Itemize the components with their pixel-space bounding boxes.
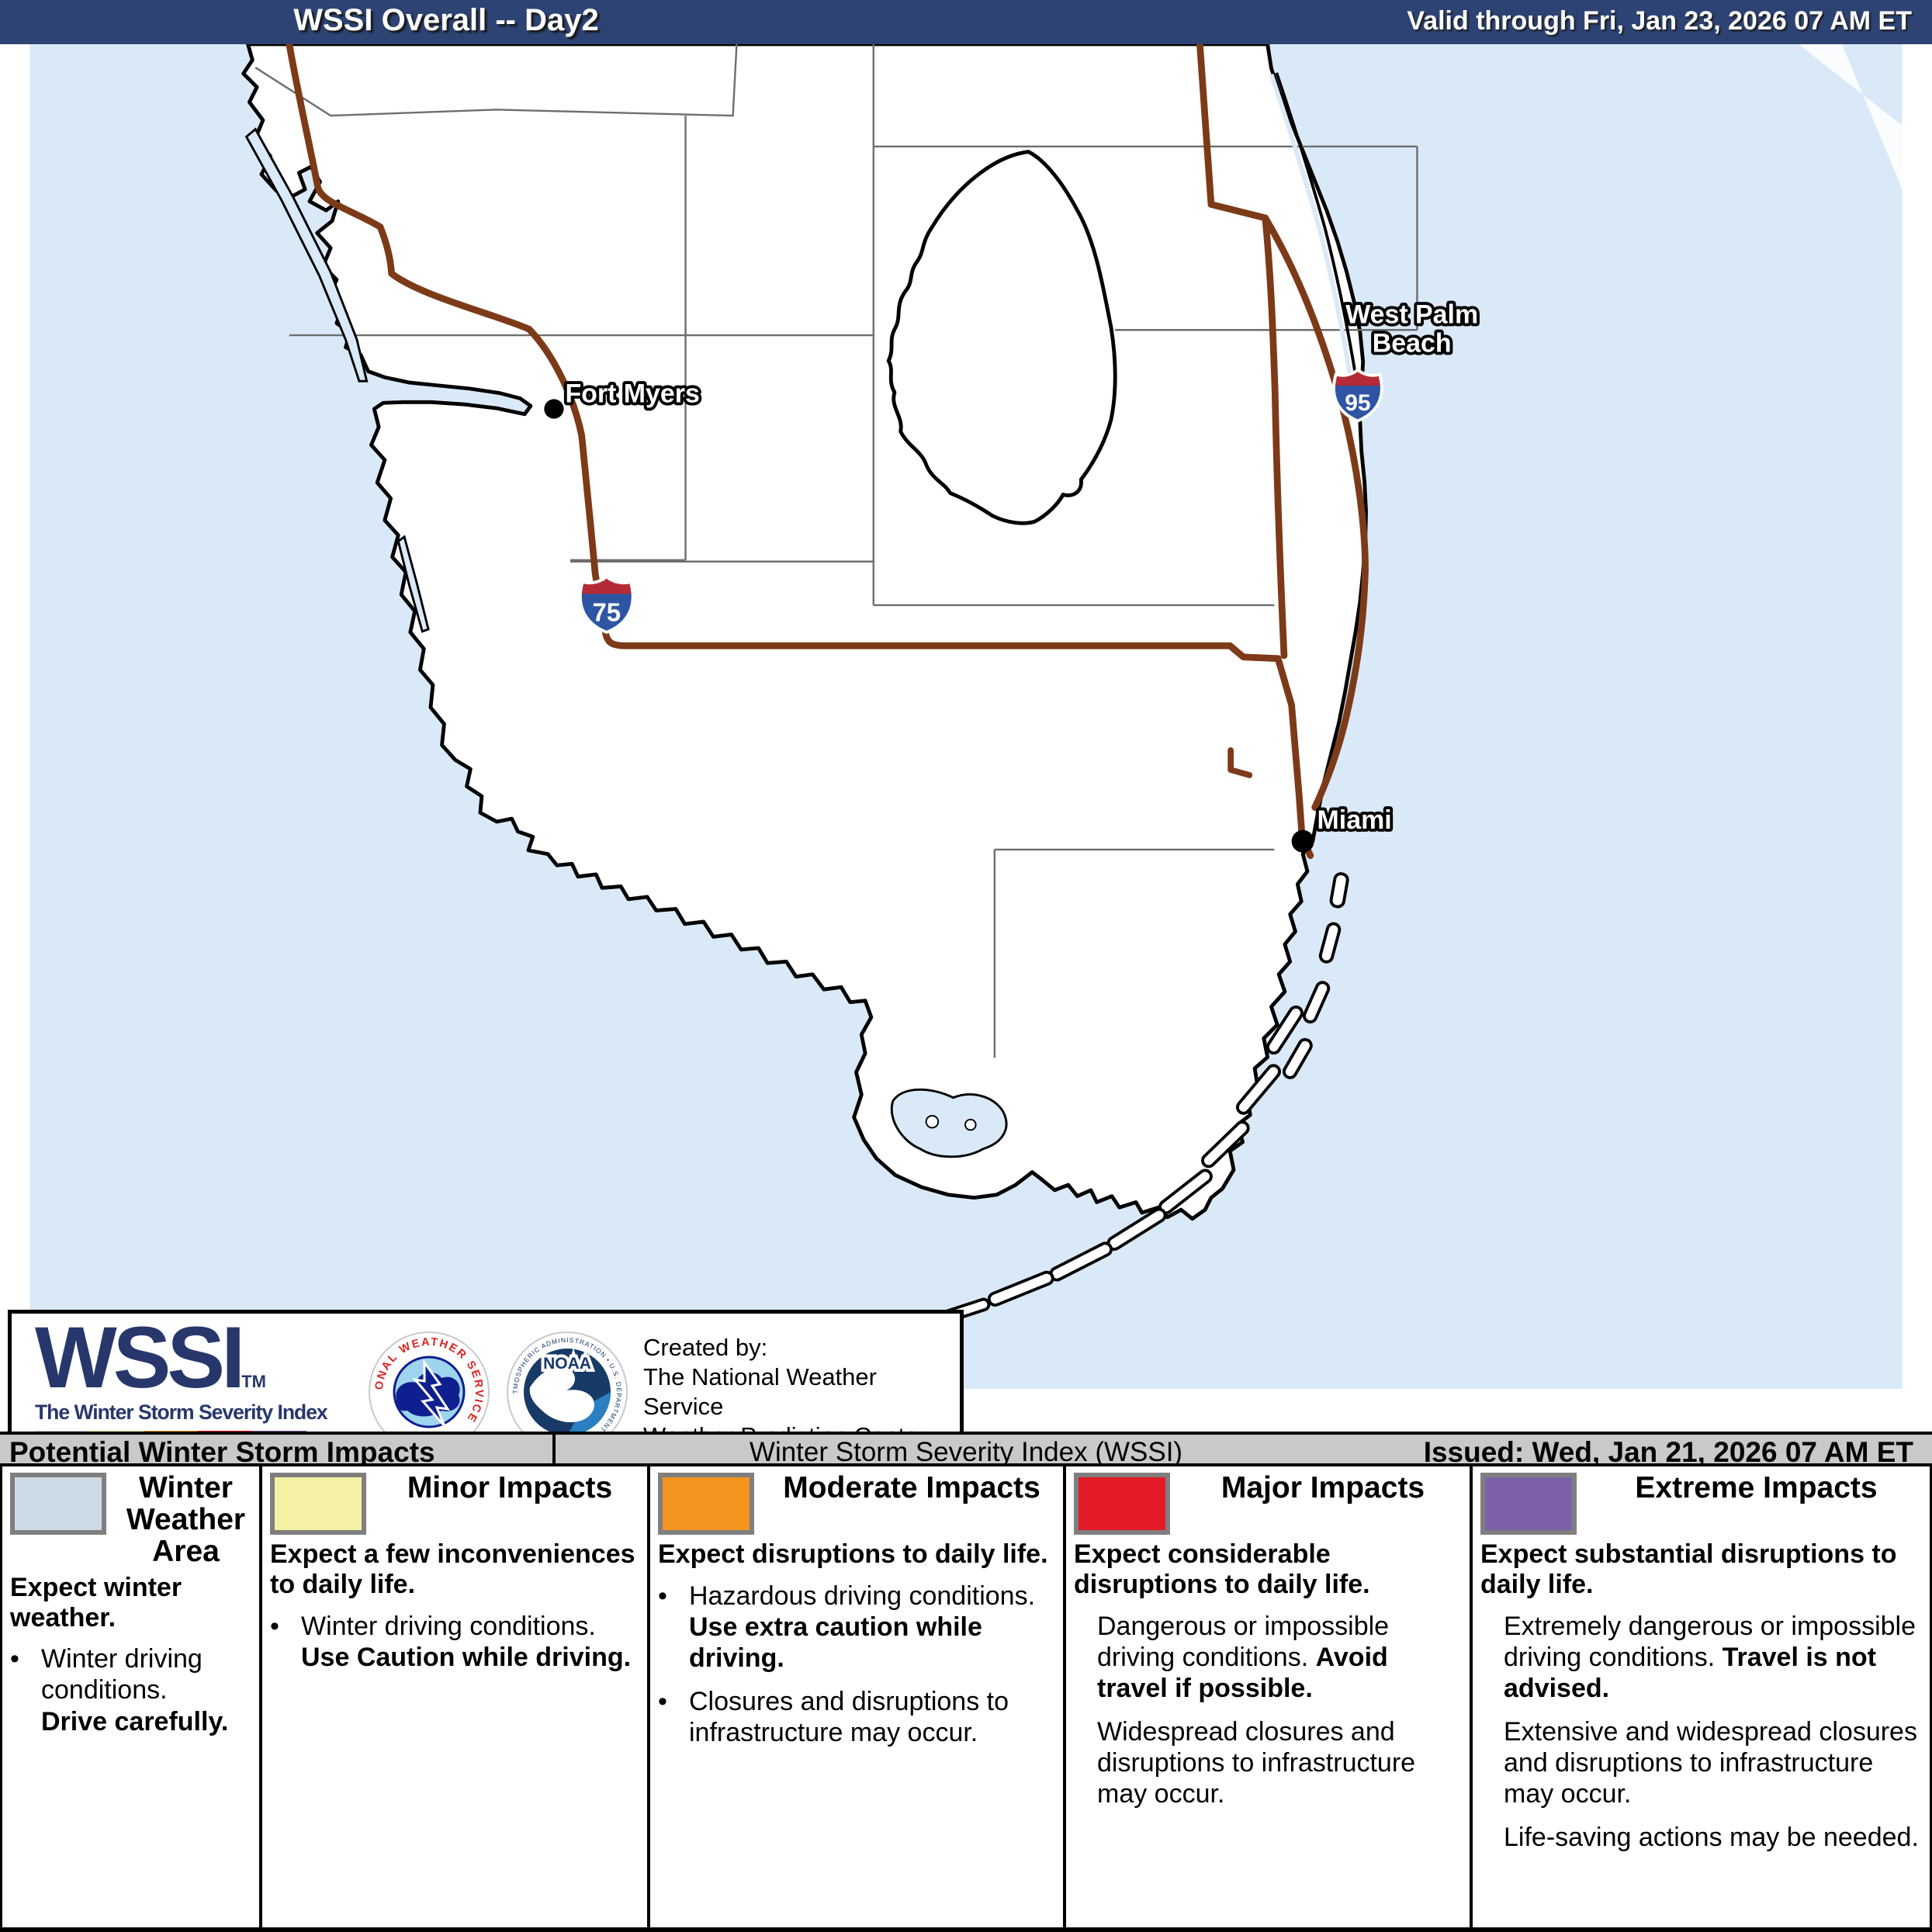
coastal-lagoons xyxy=(244,127,430,633)
potential-impacts-title: Potential Winter Storm Impacts xyxy=(9,1436,435,1468)
bullet-marker: • xyxy=(658,1687,667,1717)
legend-item: Extensive and widespread closures and di… xyxy=(1504,1716,1917,1809)
legend-item: Life-saving actions may be needed. xyxy=(1504,1823,1919,1853)
impacts-legend: Winter Weather Area Expect winter weathe… xyxy=(0,1466,1932,1932)
biscayne-islands xyxy=(1282,872,1349,1079)
moderate-impacts-swatch xyxy=(658,1473,754,1535)
legend-lead: Expect disruptions to daily life. xyxy=(658,1539,1048,1569)
west-palm-beach-label-2: Beach xyxy=(1373,328,1452,358)
titlebar-divider xyxy=(552,1435,556,1463)
county-boundaries xyxy=(254,44,1418,1058)
fort-myers-label: Fort Myers xyxy=(565,379,699,408)
intracoastal-water xyxy=(1269,73,1355,391)
legend-col-extreme-impacts: Extreme Impacts Expect substantial disru… xyxy=(1473,1466,1930,1927)
legend-title: Moderate Impacts xyxy=(783,1471,1040,1504)
bullet-marker: • xyxy=(10,1644,19,1674)
interstate-75-road xyxy=(286,44,1282,663)
highway-roads xyxy=(286,44,1369,860)
interstate-95-shield: 95 xyxy=(1331,368,1383,423)
bay-islet xyxy=(964,1118,977,1131)
turnpike-road xyxy=(1196,44,1288,660)
minor-impacts-swatch xyxy=(270,1473,366,1535)
shield-75-number: 75 xyxy=(592,597,621,626)
bullet-marker: • xyxy=(658,1581,667,1611)
water-glare-streak xyxy=(1798,44,1903,190)
whitewater-bay xyxy=(890,1088,1008,1158)
coastal-road xyxy=(1262,214,1369,812)
page-title: WSSI Overall -- Day2 xyxy=(293,3,599,37)
legend-title-bar: Potential Winter Storm Impacts Winter St… xyxy=(0,1432,1932,1468)
miami-label: Miami xyxy=(1317,805,1392,835)
legend-item: • Winter driving conditions. Drive carefu… xyxy=(10,1644,229,1736)
wssi-logo-text: WSSI xyxy=(35,1309,245,1407)
extreme-impacts-swatch xyxy=(1480,1473,1577,1535)
valid-through-text: Valid through Fri, Jan 23, 2026 07 AM ET xyxy=(1407,6,1912,36)
legend-title: Major Impacts xyxy=(1220,1471,1425,1504)
bay-islet xyxy=(925,1115,940,1129)
org-line-1: The National Weather Service xyxy=(643,1363,877,1420)
legend-col-winter-weather-area: Winter Weather Area Expect winter weathe… xyxy=(2,1466,262,1927)
legend-lead: Expect considerable disruptions to daily… xyxy=(1074,1539,1370,1599)
noaa-wordmark: NOAA xyxy=(543,1355,591,1373)
legend-lead: Expect winter weather. xyxy=(10,1572,182,1633)
lake-okeechobee xyxy=(886,150,1117,525)
nws-logo: NATIONAL WEATHER SERVICE ★ ★ ★ xyxy=(369,1331,490,1452)
trademark-symbol: TM xyxy=(241,1372,266,1392)
legend-item: • Closures and disruptions to infrastruc… xyxy=(658,1687,1009,1748)
legend-item: • Hazardous driving conditions. Use extr… xyxy=(658,1581,1036,1673)
legend-item: • Winter driving conditions. Use Caution… xyxy=(270,1611,632,1672)
legend-lead: Expect substantial disruptions to daily … xyxy=(1480,1539,1897,1599)
legend-title: Extreme Impacts xyxy=(1635,1471,1878,1504)
legend-item: Extremely dangerous or impossible drivin… xyxy=(1504,1611,1916,1703)
city-labels: Fort Myers West Palm Beach Miami xyxy=(563,297,1481,838)
florida-map: 75 95 Fort Myers West Palm Beach Miami xyxy=(29,44,1903,1389)
miami-dot xyxy=(1291,829,1314,853)
legend-lead: Expect a few inconveniences to daily lif… xyxy=(270,1539,635,1599)
legend-col-moderate-impacts: Moderate Impacts Expect disruptions to d… xyxy=(650,1466,1066,1927)
legend-title: Winter Weather Area xyxy=(126,1471,246,1568)
legend-item: Dangerous or impossible driving conditio… xyxy=(1097,1611,1390,1703)
winter-weather-area-swatch xyxy=(10,1473,106,1535)
wssi-subtitle: Winter Storm Severity Index (WSSI) xyxy=(749,1437,1183,1467)
legend-col-minor-impacts: Minor Impacts Expect a few inconvenience… xyxy=(262,1466,650,1927)
created-by-label: Created by: xyxy=(643,1334,768,1362)
bullet-marker: • xyxy=(270,1611,279,1641)
legend-title: Minor Impacts xyxy=(407,1471,613,1504)
west-palm-beach-label-1: West Palm xyxy=(1345,300,1478,330)
fort-myers-dot xyxy=(544,399,564,419)
road-stub xyxy=(1227,747,1253,778)
shield-95-number: 95 xyxy=(1345,390,1370,416)
legend-col-major-impacts: Major Impacts Expect considerable disrup… xyxy=(1066,1466,1473,1927)
major-impacts-swatch xyxy=(1074,1473,1170,1535)
legend-item: Widespread closures and disruptions to i… xyxy=(1097,1716,1416,1809)
header-bar: WSSI Overall -- Day2 Valid through Fri, … xyxy=(0,0,1932,44)
map-area[interactable]: 75 95 Fort Myers West Palm Beach Miami xyxy=(0,44,1932,1474)
wssi-tagline: The Winter Storm Severity Index xyxy=(35,1400,328,1424)
barrier-island-outline xyxy=(1275,72,1359,390)
issued-timestamp: Issued: Wed, Jan 21, 2026 07 AM ET xyxy=(1423,1436,1913,1468)
